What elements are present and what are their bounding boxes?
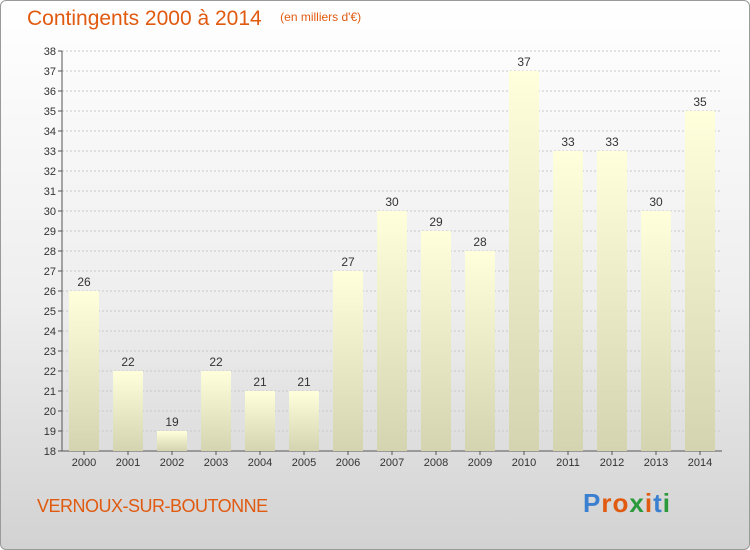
bar bbox=[597, 151, 627, 451]
data-label: 22 bbox=[121, 355, 135, 369]
y-tick-label: 31 bbox=[44, 186, 56, 198]
x-tick-label: 2013 bbox=[644, 457, 668, 469]
bar bbox=[377, 211, 407, 451]
data-label: 33 bbox=[605, 135, 619, 149]
logo-letter: x bbox=[629, 488, 645, 518]
data-label: 30 bbox=[649, 195, 663, 209]
y-tick-label: 30 bbox=[44, 206, 56, 218]
x-tick-label: 2012 bbox=[600, 457, 624, 469]
logo-letter: i bbox=[644, 488, 654, 518]
y-tick-label: 27 bbox=[44, 266, 56, 278]
data-label: 21 bbox=[253, 375, 267, 389]
data-label: 21 bbox=[297, 375, 311, 389]
y-tick-label: 22 bbox=[44, 366, 56, 378]
y-tick-label: 29 bbox=[44, 226, 56, 238]
data-label: 37 bbox=[517, 55, 531, 69]
logo-letter: i bbox=[662, 488, 671, 518]
x-tick-label: 2014 bbox=[688, 457, 712, 469]
data-label: 22 bbox=[209, 355, 223, 369]
x-tick-label: 2003 bbox=[204, 457, 228, 469]
x-tick-label: 2009 bbox=[468, 457, 492, 469]
data-label: 35 bbox=[693, 95, 707, 109]
x-tick-label: 2006 bbox=[336, 457, 360, 469]
logo-letter: r bbox=[601, 488, 613, 518]
data-label: 26 bbox=[77, 275, 91, 289]
x-tick-label: 2011 bbox=[556, 457, 580, 469]
y-tick-label: 19 bbox=[44, 426, 56, 438]
y-tick-label: 36 bbox=[44, 86, 56, 98]
bar bbox=[641, 211, 671, 451]
bar bbox=[157, 431, 187, 451]
bar bbox=[465, 251, 495, 451]
logo-letter: P bbox=[583, 488, 602, 518]
data-label: 30 bbox=[385, 195, 399, 209]
y-tick-label: 18 bbox=[44, 446, 56, 458]
logo-letter: t bbox=[653, 488, 663, 518]
bar bbox=[113, 371, 143, 451]
y-tick-label: 37 bbox=[44, 66, 56, 78]
logo-letter: o bbox=[612, 488, 630, 518]
y-tick-label: 20 bbox=[44, 406, 56, 418]
y-tick-label: 28 bbox=[44, 246, 56, 258]
bar bbox=[553, 151, 583, 451]
y-tick-label: 35 bbox=[44, 106, 56, 118]
y-tick-label: 33 bbox=[44, 146, 56, 158]
bar bbox=[509, 71, 539, 451]
x-tick-label: 2002 bbox=[160, 457, 184, 469]
title-row: Contingents 2000 à 2014 (en milliers d'€… bbox=[27, 7, 361, 31]
bar bbox=[289, 391, 319, 451]
bar bbox=[69, 291, 99, 451]
commune-name: VERNOUX-SUR-BOUTONNE bbox=[37, 496, 268, 516]
data-label: 29 bbox=[429, 215, 443, 229]
chart-subtitle: (en milliers d'€) bbox=[280, 10, 362, 24]
proxiti-logo: Proxiti bbox=[583, 488, 671, 519]
bar bbox=[201, 371, 231, 451]
x-tick-label: 2004 bbox=[248, 457, 272, 469]
bar bbox=[245, 391, 275, 451]
y-tick-label: 34 bbox=[44, 126, 56, 138]
x-tick-label: 2001 bbox=[116, 457, 140, 469]
x-tick-label: 2005 bbox=[292, 457, 316, 469]
bar bbox=[333, 271, 363, 451]
bar bbox=[685, 111, 715, 451]
data-label: 27 bbox=[341, 255, 355, 269]
x-tick-label: 2000 bbox=[72, 457, 96, 469]
y-tick-label: 24 bbox=[44, 326, 56, 338]
data-label: 28 bbox=[473, 235, 487, 249]
y-tick-label: 21 bbox=[44, 386, 56, 398]
x-tick-label: 2010 bbox=[512, 457, 536, 469]
y-tick-label: 26 bbox=[44, 286, 56, 298]
x-tick-label: 2008 bbox=[424, 457, 448, 469]
data-label: 33 bbox=[561, 135, 575, 149]
y-tick-label: 25 bbox=[44, 306, 56, 318]
chart-title: Contingents 2000 à 2014 bbox=[27, 7, 262, 30]
x-tick-label: 2007 bbox=[380, 457, 404, 469]
y-tick-label: 23 bbox=[44, 346, 56, 358]
y-tick-label: 38 bbox=[44, 46, 56, 58]
y-tick-label: 32 bbox=[44, 166, 56, 178]
data-label: 19 bbox=[165, 415, 179, 429]
bar bbox=[421, 231, 451, 451]
